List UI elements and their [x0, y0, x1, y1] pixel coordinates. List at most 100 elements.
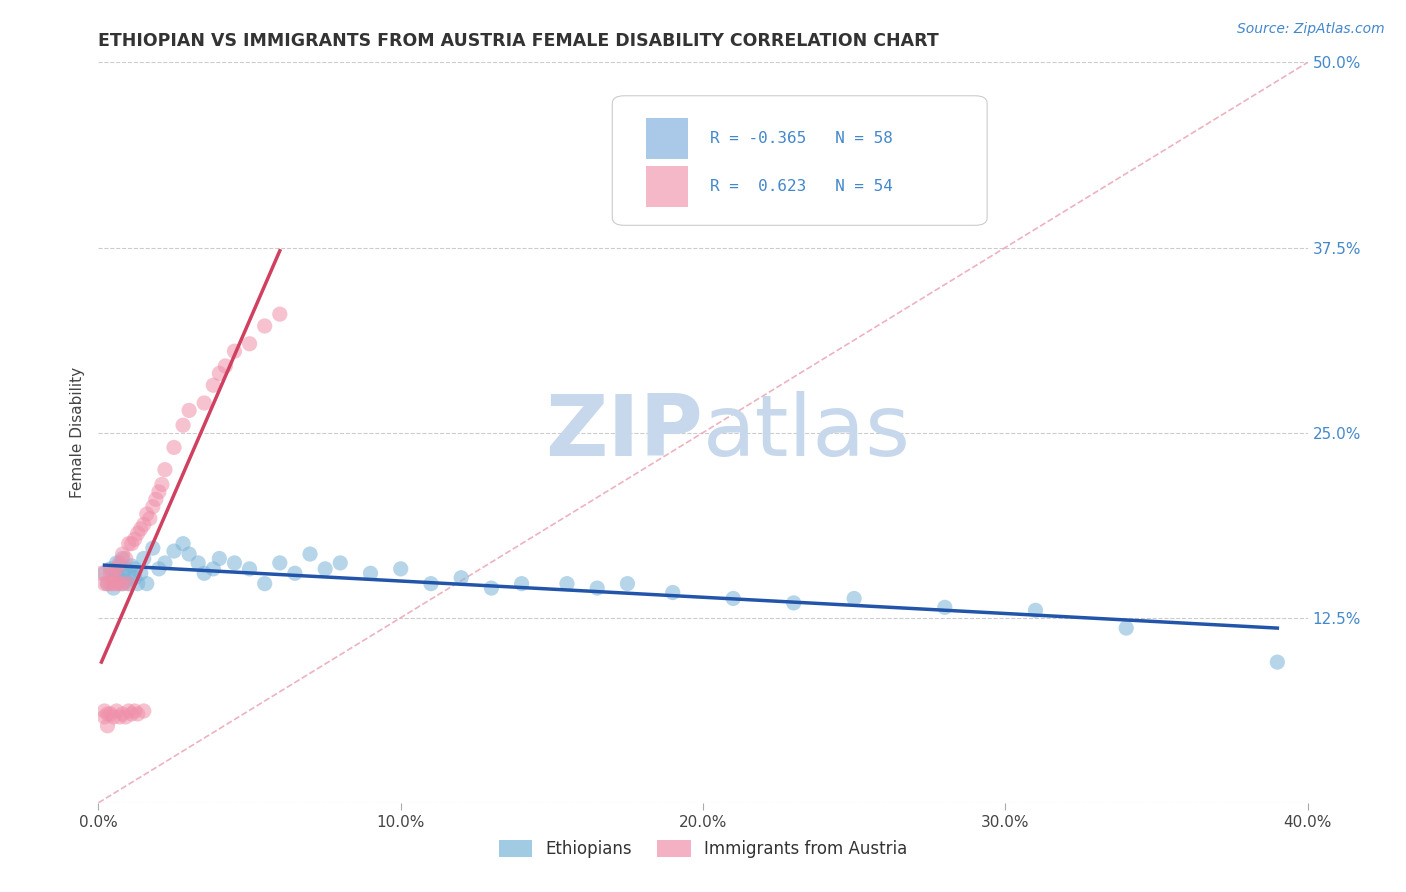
Point	[172, 418, 194, 433]
Point	[90, 566, 112, 581]
Point	[127, 706, 149, 721]
Point	[132, 517, 155, 532]
Point	[153, 556, 176, 570]
Point	[114, 574, 136, 588]
Point	[239, 336, 262, 351]
Point	[153, 462, 176, 476]
Point	[108, 556, 131, 570]
Point	[224, 344, 246, 359]
Point	[105, 566, 128, 581]
FancyBboxPatch shape	[613, 95, 987, 226]
Point	[934, 600, 956, 615]
Point	[253, 576, 276, 591]
Y-axis label: Female Disability: Female Disability	[70, 367, 86, 499]
Text: atlas: atlas	[703, 391, 911, 475]
Point	[105, 704, 128, 718]
Point	[103, 566, 125, 581]
Point	[108, 710, 131, 724]
Point	[555, 576, 578, 591]
Point	[269, 556, 291, 570]
Point	[284, 566, 307, 581]
Point	[299, 547, 322, 561]
Point	[132, 704, 155, 718]
Point	[187, 556, 209, 570]
Point	[103, 571, 125, 585]
Point	[224, 556, 246, 570]
Legend: Ethiopians, Immigrants from Austria: Ethiopians, Immigrants from Austria	[492, 833, 914, 865]
Text: ETHIOPIAN VS IMMIGRANTS FROM AUSTRIA FEMALE DISABILITY CORRELATION CHART: ETHIOPIAN VS IMMIGRANTS FROM AUSTRIA FEM…	[98, 32, 939, 50]
Text: Source: ZipAtlas.com: Source: ZipAtlas.com	[1237, 22, 1385, 37]
Point	[108, 574, 131, 588]
Point	[100, 562, 122, 576]
Point	[1024, 603, 1046, 617]
Point	[96, 706, 118, 721]
Point	[114, 551, 136, 566]
Point	[135, 576, 157, 591]
Point	[105, 562, 128, 576]
Point	[844, 591, 866, 606]
Point	[111, 576, 134, 591]
Point	[172, 536, 194, 550]
Point	[111, 576, 134, 591]
Point	[1115, 621, 1137, 635]
Point	[103, 581, 125, 595]
Point	[111, 566, 134, 581]
Point	[150, 477, 173, 491]
Point	[135, 507, 157, 521]
Point	[108, 576, 131, 591]
Point	[100, 576, 122, 591]
Point	[616, 576, 638, 591]
Point	[118, 566, 141, 581]
Point	[783, 596, 806, 610]
Point	[239, 562, 262, 576]
Point	[108, 558, 131, 573]
Point	[127, 526, 149, 541]
Point	[148, 562, 170, 576]
Point	[360, 566, 382, 581]
Point	[96, 719, 118, 733]
Bar	[647, 118, 689, 159]
Text: R =  0.623   N = 54: R = 0.623 N = 54	[710, 179, 893, 194]
Point	[142, 541, 165, 555]
Point	[661, 585, 683, 599]
Point	[269, 307, 291, 321]
Point	[253, 318, 276, 333]
Point	[193, 566, 215, 581]
Point	[111, 706, 134, 721]
Point	[93, 704, 115, 718]
Point	[114, 562, 136, 576]
Point	[208, 551, 231, 566]
Point	[179, 403, 201, 417]
Point	[118, 576, 141, 591]
Point	[124, 571, 146, 585]
Point	[111, 547, 134, 561]
Point	[118, 704, 141, 718]
Point	[124, 704, 146, 718]
Point	[103, 710, 125, 724]
Point	[214, 359, 236, 373]
Point	[329, 556, 352, 570]
Point	[450, 571, 472, 585]
Point	[96, 576, 118, 591]
Point	[510, 576, 533, 591]
Point	[193, 396, 215, 410]
Point	[118, 576, 141, 591]
Point	[121, 536, 143, 550]
Point	[129, 522, 152, 536]
Point	[127, 576, 149, 591]
Point	[208, 367, 231, 381]
Point	[145, 492, 167, 507]
Point	[124, 533, 146, 547]
Point	[148, 484, 170, 499]
Point	[723, 591, 745, 606]
Point	[179, 547, 201, 561]
Point	[586, 581, 609, 595]
Point	[139, 511, 162, 525]
Point	[314, 562, 336, 576]
Point	[389, 562, 412, 576]
Point	[420, 576, 443, 591]
Point	[118, 536, 141, 550]
Point	[111, 551, 134, 566]
Point	[481, 581, 503, 595]
Point	[105, 556, 128, 570]
